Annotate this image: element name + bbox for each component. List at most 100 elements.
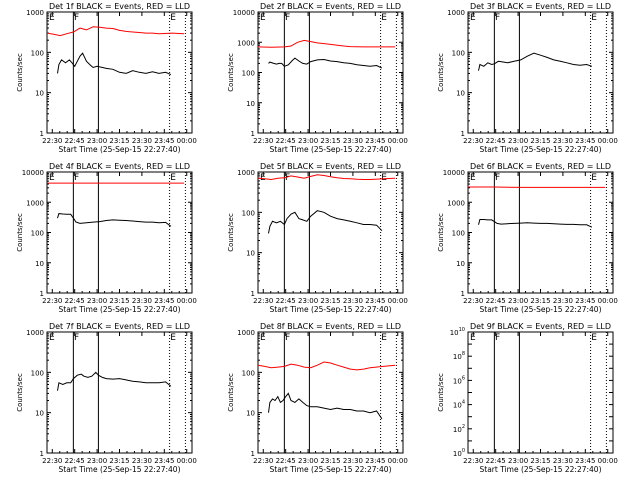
- x-tick-label: 23:30: [132, 297, 152, 305]
- marker-label-E: E: [49, 333, 55, 343]
- x-tick-label: 23:45: [575, 297, 595, 305]
- plot-frame: [468, 332, 613, 453]
- series-line-events: [269, 211, 382, 234]
- marker-label-E: E: [470, 13, 476, 23]
- x-tick-label: 22:30: [253, 457, 273, 465]
- marker-label-E: E: [381, 333, 387, 343]
- y-tick-label: 102: [453, 424, 465, 434]
- x-tick-label: 23:00: [87, 457, 107, 465]
- plot-frame: [468, 172, 613, 293]
- x-tick-label: 00:00: [388, 297, 408, 305]
- x-tick-label: 00:00: [177, 457, 197, 465]
- marker-label-E: E: [381, 13, 387, 23]
- y-tick-label: 100: [452, 230, 465, 238]
- x-tick-label: 23:15: [109, 457, 129, 465]
- marker-label-F: F: [285, 13, 290, 23]
- y-tick-label: 10: [35, 260, 44, 268]
- x-tick-label: 22:30: [42, 137, 62, 145]
- x-axis-label: Start Time (25-Sep-15 22:27:40): [480, 465, 602, 474]
- plot-frame: [47, 172, 192, 293]
- x-tick-label: 23:00: [298, 137, 318, 145]
- x-tick-label: 23:45: [154, 297, 174, 305]
- panel-title: Det 5f BLACK = Events, RED = LLD: [260, 162, 401, 171]
- x-tick-label: 22:30: [253, 137, 273, 145]
- x-tick-label: 00:00: [177, 137, 197, 145]
- x-tick-label: 22:30: [463, 297, 483, 305]
- x-tick-label: 22:45: [276, 137, 296, 145]
- y-tick-label: 1: [461, 290, 465, 298]
- x-tick-label: 22:45: [486, 457, 506, 465]
- y-tick-label: 100: [31, 230, 44, 238]
- x-tick-label: 23:45: [365, 137, 385, 145]
- marker-label-E: E: [49, 173, 55, 183]
- x-tick-label: 23:45: [154, 137, 174, 145]
- x-tick-label: 23:45: [365, 297, 385, 305]
- y-tick-label: 1000: [447, 199, 465, 207]
- x-axis-label: Start Time (25-Sep-15 22:27:40): [480, 305, 602, 314]
- x-tick-label: 23:15: [320, 137, 340, 145]
- x-tick-label: 00:00: [598, 137, 618, 145]
- y-tick-label: 10: [246, 100, 255, 108]
- y-tick-label: 1: [461, 130, 465, 138]
- x-axis-label: Start Time (25-Sep-15 22:27:40): [59, 145, 181, 154]
- y-tick-label: 10: [246, 250, 255, 258]
- plot-frame: [468, 12, 613, 133]
- marker-label-E: E: [381, 173, 387, 183]
- y-axis-label: Counts/sec: [227, 373, 235, 412]
- plot-frame: [47, 332, 192, 453]
- x-tick-label: 23:15: [109, 297, 129, 305]
- x-tick-label: 22:30: [463, 457, 483, 465]
- plot-frame: [258, 172, 403, 293]
- plot-frame: [258, 12, 403, 133]
- marker-label-E: E: [260, 13, 266, 23]
- x-tick-label: 22:30: [42, 297, 62, 305]
- x-tick-label: 23:15: [320, 297, 340, 305]
- x-tick-label: 00:00: [598, 297, 618, 305]
- panel-title: Det 1f BLACK = Events, RED = LLD: [49, 2, 190, 11]
- y-tick-label: 1000: [26, 9, 44, 17]
- series-line-lld: [47, 27, 184, 36]
- x-tick-label: 23:45: [365, 457, 385, 465]
- y-tick-label: 10: [456, 90, 465, 98]
- y-axis-label: Counts/sec: [227, 213, 235, 252]
- x-axis-label: Start Time (25-Sep-15 22:27:40): [59, 305, 181, 314]
- x-tick-label: 22:45: [486, 137, 506, 145]
- x-tick-label: 23:30: [343, 297, 363, 305]
- marker-label-E: E: [470, 173, 476, 183]
- marker-label-F: F: [74, 13, 79, 23]
- series-line-events: [479, 53, 592, 70]
- series-line-events: [479, 220, 592, 228]
- x-tick-label: 23:45: [154, 457, 174, 465]
- y-tick-label: 108: [453, 351, 465, 361]
- marker-label-E: E: [260, 333, 266, 343]
- y-axis-label: Counts/sec: [16, 213, 24, 252]
- x-tick-label: 23:30: [343, 457, 363, 465]
- x-tick-label: 22:45: [276, 297, 296, 305]
- y-tick-label: 10: [35, 90, 44, 98]
- y-tick-label: 1: [251, 450, 255, 458]
- y-axis-label: Counts/sec: [437, 373, 445, 412]
- y-tick-label: 1000: [237, 39, 255, 47]
- x-tick-label: 23:30: [343, 137, 363, 145]
- x-tick-label: 23:30: [132, 457, 152, 465]
- y-tick-label: 1000: [237, 169, 255, 177]
- y-tick-label: 106: [453, 375, 465, 385]
- y-tick-label: 100: [242, 209, 255, 217]
- marker-label-F: F: [495, 13, 500, 23]
- x-tick-label: 23:00: [298, 457, 318, 465]
- x-tick-label: 23:00: [508, 297, 528, 305]
- x-tick-label: 23:15: [109, 137, 129, 145]
- marker-label-F: F: [285, 173, 290, 183]
- panel-title: Det 6f BLACK = Events, RED = LLD: [470, 162, 611, 171]
- x-tick-label: 23:15: [530, 457, 550, 465]
- x-tick-label: 23:30: [553, 297, 573, 305]
- panel-title: Det 8f BLACK = Events, RED = LLD: [260, 322, 401, 331]
- x-tick-label: 22:30: [42, 457, 62, 465]
- series-line-lld: [258, 175, 395, 180]
- marker-label-F: F: [74, 173, 79, 183]
- marker-label-E: E: [170, 333, 176, 343]
